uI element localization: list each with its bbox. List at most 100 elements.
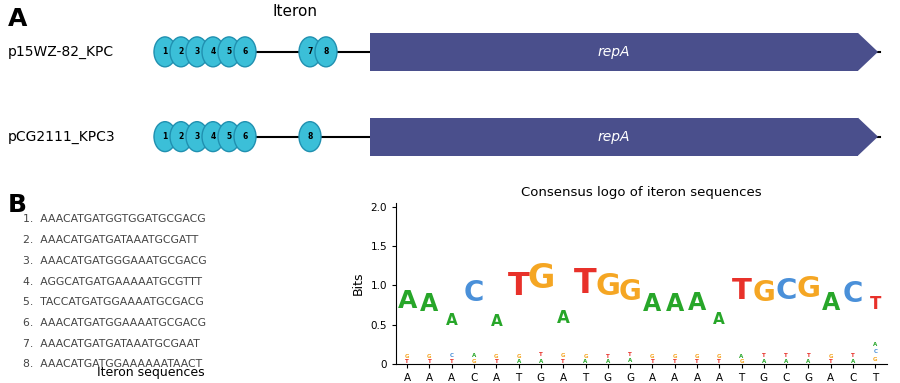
Text: A: A bbox=[666, 292, 684, 316]
Ellipse shape bbox=[315, 37, 337, 67]
Text: A: A bbox=[583, 359, 588, 364]
Text: T: T bbox=[717, 359, 721, 364]
Ellipse shape bbox=[170, 37, 192, 67]
Text: 2: 2 bbox=[178, 47, 184, 56]
Text: p15WZ-82_KPC: p15WZ-82_KPC bbox=[8, 45, 114, 59]
Text: C: C bbox=[843, 280, 863, 308]
Text: A: A bbox=[472, 353, 476, 358]
Text: A: A bbox=[850, 358, 855, 363]
Text: T: T bbox=[673, 359, 677, 364]
Text: G: G bbox=[527, 262, 554, 295]
Text: repA: repA bbox=[598, 45, 630, 59]
Text: G: G bbox=[428, 354, 432, 359]
Text: G: G bbox=[405, 354, 410, 359]
Ellipse shape bbox=[170, 122, 192, 152]
Text: A: A bbox=[557, 309, 570, 327]
Ellipse shape bbox=[202, 37, 224, 67]
Text: repA: repA bbox=[598, 129, 630, 144]
Text: T: T bbox=[508, 272, 529, 303]
Text: 6: 6 bbox=[242, 132, 248, 141]
Text: G: G bbox=[650, 354, 654, 359]
Text: G: G bbox=[752, 279, 775, 307]
Text: pCG2111_KPC3: pCG2111_KPC3 bbox=[8, 129, 115, 144]
Ellipse shape bbox=[234, 37, 256, 67]
Text: G: G bbox=[517, 354, 521, 359]
Text: B: B bbox=[7, 193, 27, 218]
Ellipse shape bbox=[186, 37, 208, 67]
Text: A: A bbox=[491, 314, 502, 329]
Text: A: A bbox=[398, 290, 417, 313]
Text: A: A bbox=[628, 358, 632, 363]
Text: T: T bbox=[762, 353, 766, 358]
Text: T: T bbox=[494, 359, 499, 364]
Ellipse shape bbox=[299, 37, 321, 67]
Text: A: A bbox=[740, 354, 743, 359]
Text: 8: 8 bbox=[307, 132, 312, 141]
Text: C: C bbox=[873, 349, 878, 354]
Text: T: T bbox=[829, 359, 833, 364]
Text: T: T bbox=[574, 267, 597, 300]
Text: A: A bbox=[873, 342, 878, 347]
Text: T: T bbox=[606, 354, 609, 358]
Text: 2.  AAACATGATGATAAATGCGATT: 2. AAACATGATGATAAATGCGATT bbox=[22, 235, 198, 245]
Text: A: A bbox=[420, 292, 438, 316]
Polygon shape bbox=[858, 118, 878, 155]
Text: 1: 1 bbox=[162, 47, 167, 56]
Text: 6.  AAACATGATGGAAAATGCGACG: 6. AAACATGATGGAAAATGCGACG bbox=[22, 318, 206, 328]
Text: 6: 6 bbox=[242, 47, 248, 56]
Ellipse shape bbox=[154, 37, 176, 67]
Text: 4.  AGGCATGATGAAAAATGCGTTT: 4. AGGCATGATGAAAAATGCGTTT bbox=[22, 277, 202, 286]
Text: C: C bbox=[776, 277, 796, 305]
Y-axis label: Bits: Bits bbox=[352, 272, 365, 295]
Text: A: A bbox=[822, 291, 840, 315]
Text: G: G bbox=[561, 353, 565, 358]
Text: A: A bbox=[539, 359, 543, 364]
Text: A: A bbox=[517, 359, 521, 364]
Text: A: A bbox=[761, 358, 766, 363]
Text: G: G bbox=[583, 354, 588, 359]
Text: T: T bbox=[562, 358, 565, 363]
Text: 7.  AAACATGATGATAAATGCGAAT: 7. AAACATGATGATAAATGCGAAT bbox=[22, 339, 200, 349]
Text: G: G bbox=[618, 278, 642, 306]
Text: T: T bbox=[806, 353, 810, 358]
Text: G: G bbox=[672, 354, 677, 359]
Text: C: C bbox=[450, 353, 454, 358]
Text: 8: 8 bbox=[323, 47, 328, 56]
Text: T: T bbox=[851, 353, 855, 358]
Text: A: A bbox=[714, 313, 725, 327]
Text: 5: 5 bbox=[227, 47, 231, 56]
Text: A: A bbox=[606, 359, 610, 364]
Text: 4: 4 bbox=[211, 47, 216, 56]
Text: T: T bbox=[695, 359, 699, 364]
Text: G: G bbox=[695, 354, 699, 359]
Text: A: A bbox=[644, 292, 662, 316]
Text: T: T bbox=[651, 359, 654, 364]
Text: A: A bbox=[8, 7, 27, 31]
Text: G: G bbox=[829, 354, 833, 359]
Text: T: T bbox=[869, 295, 881, 313]
Text: G: G bbox=[595, 272, 620, 301]
Text: T: T bbox=[405, 359, 409, 364]
Bar bbox=[370, 33, 858, 71]
Text: 7: 7 bbox=[307, 47, 312, 56]
Text: G: G bbox=[796, 275, 821, 303]
Polygon shape bbox=[858, 33, 878, 71]
Text: G: G bbox=[472, 358, 476, 363]
Ellipse shape bbox=[186, 122, 208, 152]
Text: 3: 3 bbox=[194, 47, 200, 56]
Text: 3.  AAACATGATGGGAAATGCGACG: 3. AAACATGATGGGAAATGCGACG bbox=[22, 256, 206, 266]
Ellipse shape bbox=[234, 122, 256, 152]
Text: G: G bbox=[494, 354, 499, 359]
Text: 1: 1 bbox=[162, 132, 167, 141]
Text: T: T bbox=[628, 352, 632, 357]
Ellipse shape bbox=[218, 37, 240, 67]
Text: C: C bbox=[464, 279, 484, 307]
Ellipse shape bbox=[202, 122, 224, 152]
Text: T: T bbox=[732, 277, 752, 305]
Text: T: T bbox=[428, 359, 431, 364]
Text: G: G bbox=[873, 357, 878, 362]
Text: 4: 4 bbox=[211, 132, 216, 141]
Text: A: A bbox=[806, 358, 811, 363]
Ellipse shape bbox=[299, 122, 321, 152]
Text: 3: 3 bbox=[194, 132, 200, 141]
